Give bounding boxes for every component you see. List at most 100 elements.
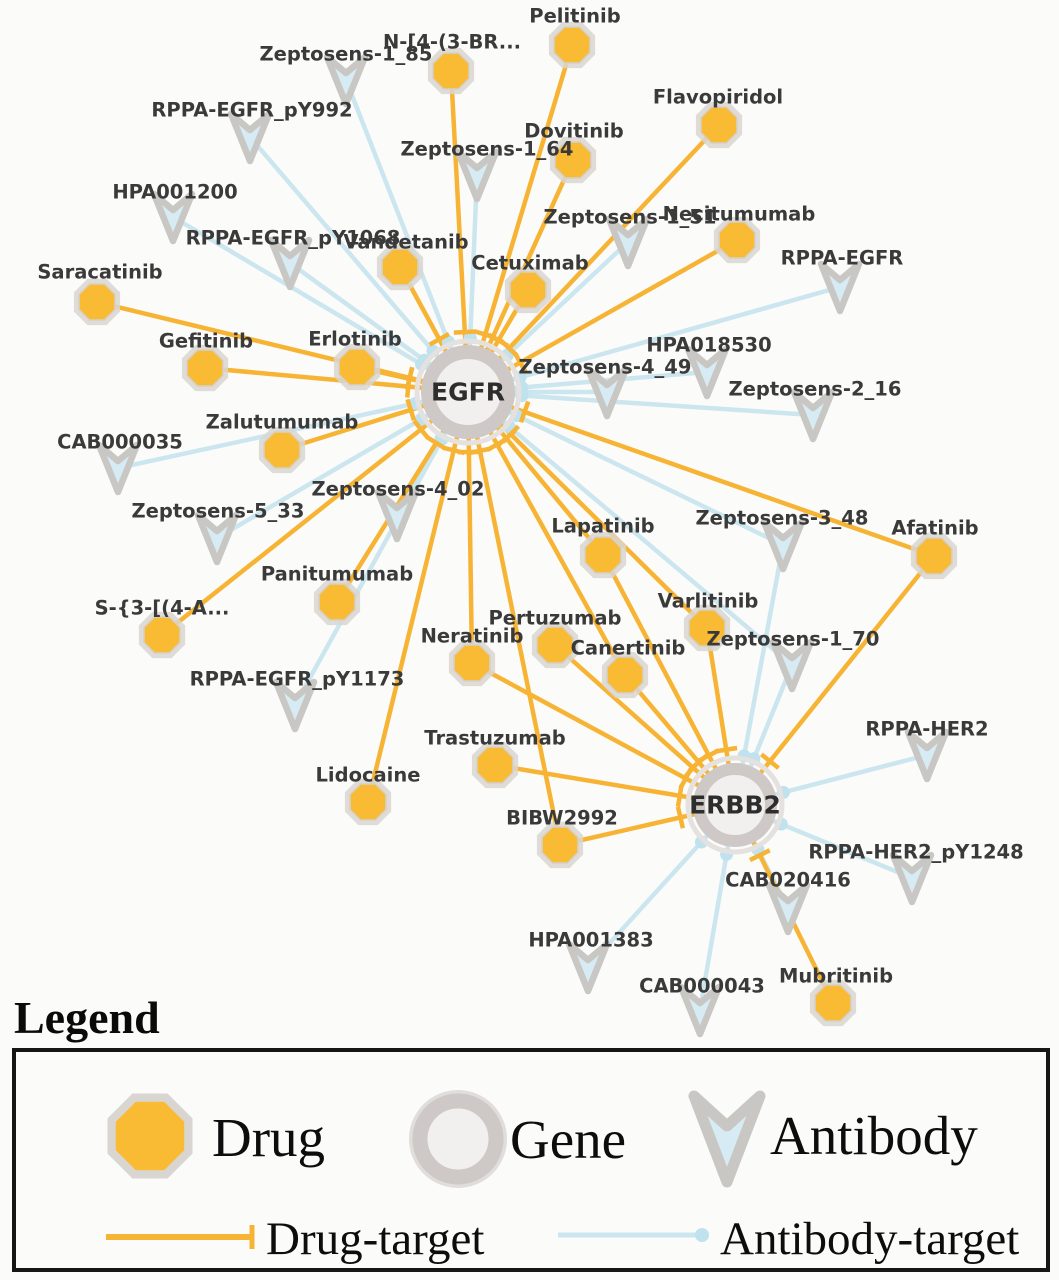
drug-target-edge — [365, 391, 471, 803]
node-label: BIBW2992 — [506, 807, 618, 830]
antibody-node-Zeptosens-1_70 — [769, 638, 815, 693]
drug-target-edge — [466, 390, 627, 677]
node-label: Zeptosens-1_85 — [260, 43, 433, 66]
drug-node-Trastuzumab — [476, 746, 514, 784]
node-label: Zeptosens-2_16 — [729, 378, 902, 401]
drug-node-Vandetanib — [381, 248, 419, 286]
drug-target-edge — [160, 390, 470, 637]
drug-edge-tee — [487, 332, 510, 348]
antibody-node-RPPA-EGFR_pY1173 — [272, 678, 318, 733]
antibody-target-edge — [467, 284, 841, 395]
node-label: CAB000043 — [639, 975, 765, 998]
antibody-node-Zeptosens-1_64 — [454, 148, 500, 203]
antibody-node-HPA001200 — [150, 190, 196, 245]
legend-title: Legend — [14, 992, 160, 1043]
node-label: Trastuzumab — [424, 727, 565, 750]
antibody-node-Zeptosens-5_33 — [194, 511, 240, 566]
antibody-node-RPPA-HER2 — [904, 728, 950, 783]
drug-node-Lidocaine — [349, 783, 387, 821]
gene-node-ERBB2 — [693, 763, 777, 847]
node-label: RPPA-EGFR_pY1068 — [186, 227, 401, 250]
node-label: Zeptosens-1_64 — [401, 138, 574, 161]
antibody-legend-icon — [688, 1090, 766, 1188]
node-label: RPPA-EGFR_pY992 — [151, 99, 352, 122]
node-label: Zeptosens-4_02 — [312, 478, 485, 501]
drug-node-Afatinib — [915, 537, 953, 575]
drug-node-BIBW2992 — [541, 826, 579, 864]
drug-edge-tee — [468, 446, 492, 456]
node-label: RPPA-EGFR — [781, 247, 904, 270]
antibody-node-Zeptosens-4_02 — [374, 488, 420, 543]
drug-target-edge — [733, 554, 936, 807]
node-label: Flavopiridol — [653, 86, 783, 109]
node-label: Dovitinib — [524, 120, 624, 143]
drug-node-Pelitinib — [553, 26, 591, 64]
drug-edge-tee — [405, 398, 417, 422]
legend-box — [12, 1048, 1050, 1272]
gene-legend-icon — [409, 1090, 507, 1188]
node-label: CAB020416 — [725, 869, 851, 892]
node-label: Necitumumab — [663, 203, 816, 226]
drug-legend-label: Drug — [212, 1107, 326, 1168]
node-label: RPPA-HER2 — [865, 718, 988, 741]
node-label: Pertuzumab — [488, 607, 621, 630]
node-label: Erlotinib — [308, 328, 402, 351]
antibody-node-HPA001383 — [565, 940, 611, 995]
node-label: Saracatinib — [37, 261, 162, 284]
gene-node-halo — [414, 338, 522, 446]
drug-edge-tee — [512, 351, 528, 374]
node-label: CAB000035 — [57, 431, 183, 454]
drug-node-Zalutumumab — [263, 431, 301, 469]
node-labels: EGFR ERBB2 Pelitinib N-[4-(3-BR... Dovitinib… — [37, 5, 1023, 998]
drug-node-Cetuximab — [509, 271, 547, 309]
antibody-legend-label: Antibody — [770, 1105, 978, 1166]
node-label: Lapatinib — [551, 515, 654, 538]
drug-edge-tee — [404, 367, 415, 391]
node-label: RPPA-EGFR_pY1173 — [190, 668, 405, 691]
drug-target-edge — [467, 389, 935, 559]
gene-label-EGFR: EGFR — [431, 378, 505, 407]
drug-node-Pertuzumab — [536, 626, 574, 664]
drug-node-Varlitinib — [688, 609, 726, 647]
antibody-node-Zeptosens-2_16 — [790, 388, 836, 443]
antibody-node-Zeptosens-3_48 — [760, 518, 806, 573]
drug-edge-tee — [748, 848, 771, 863]
antibody-node-RPPA-HER2_pY1248 — [889, 851, 935, 906]
gene-label-ERBB2: ERBB2 — [689, 791, 781, 820]
drug-node-Gefitinib — [186, 349, 224, 387]
node-label: Varlitinib — [658, 590, 759, 613]
antibody-node-RPPA-EGFR_pY992 — [227, 110, 273, 165]
node-label: Zeptosens-3_48 — [696, 507, 869, 530]
node-label: S-{3-[(4-A... — [95, 597, 230, 620]
antibody-node-HPA018530 — [684, 345, 730, 400]
gene-legend-label: Gene — [510, 1109, 627, 1170]
drug-edge-tee — [675, 806, 686, 829]
drug-node-S-{3-[(4-A... — [143, 616, 181, 654]
nodes — [73, 21, 958, 1038]
node-label: Pelitinib — [529, 5, 620, 28]
node-label: Zeptosens-1_70 — [707, 628, 880, 651]
node-label: Vandetanib — [343, 231, 468, 254]
node-label: Zeptosens-5_33 — [132, 500, 305, 523]
drug-node-Dovitinib — [554, 141, 592, 179]
drug-edge-tee — [518, 400, 531, 424]
node-label: HPA001200 — [112, 181, 237, 204]
drug-node-N-[4-(3-BR... — [432, 52, 470, 90]
antibody-node-CAB000043 — [677, 983, 723, 1038]
drug-edge-tee — [428, 332, 451, 347]
drug-node-Canertinib — [606, 656, 644, 694]
node-label: HPA001383 — [528, 929, 653, 952]
node-label: RPPA-HER2_pY1248 — [808, 841, 1023, 864]
drug-edge-tee — [759, 752, 780, 770]
node-label: N-[4-(3-BR... — [383, 31, 521, 54]
antibody-node-Zeptosens-1_51 — [605, 215, 651, 270]
node-label: Afatinib — [891, 517, 978, 540]
node-label: Panitumumab — [261, 563, 413, 586]
gene-node-halo — [685, 755, 785, 855]
drug-target-legend-label: Drug-target — [266, 1213, 485, 1265]
node-label: Zalutumumab — [206, 411, 359, 434]
drug-node-Erlotinib — [338, 348, 376, 386]
antibody-target-edge — [466, 390, 794, 667]
